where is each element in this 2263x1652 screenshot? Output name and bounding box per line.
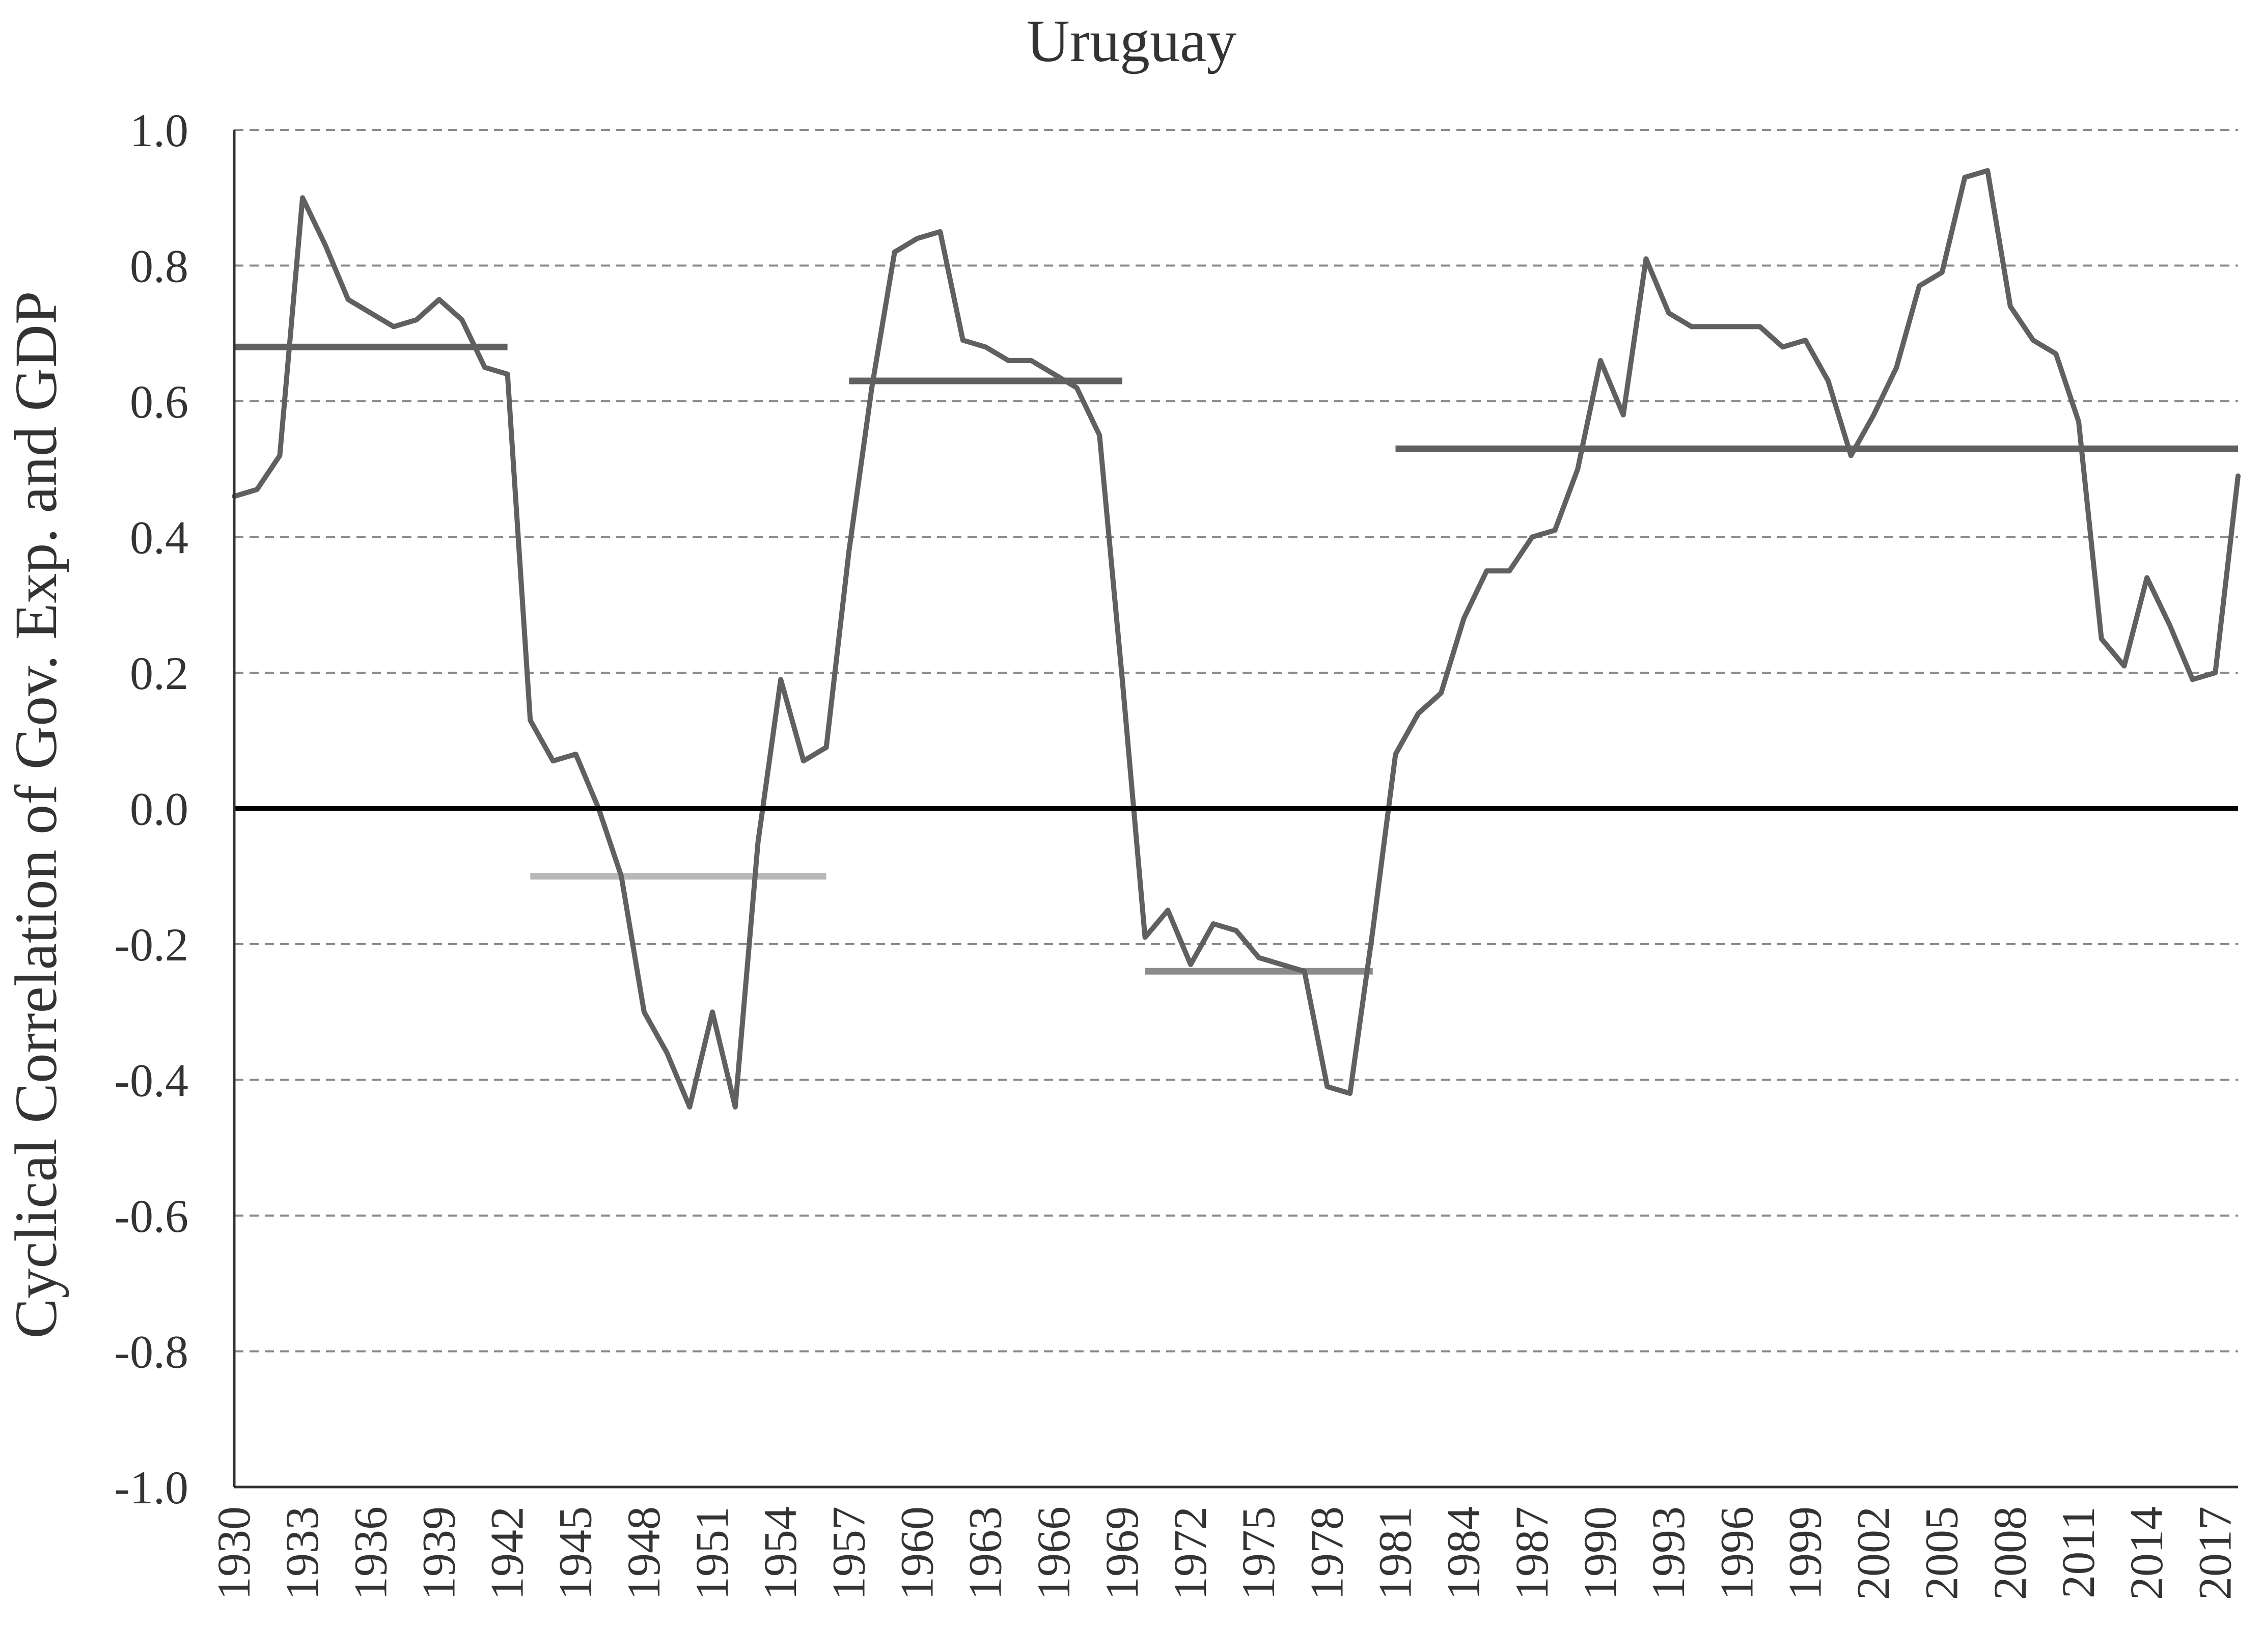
y-tick-labels: 1.0 0.8 0.6 0.4 0.2 0.0 -0.2 -0.4 -0.6 -0.8 -1.0 (114, 104, 188, 1513)
x-tick-label: 1999 (1779, 1506, 1831, 1600)
x-tick-label: 1963 (959, 1506, 1011, 1600)
x-tick-label: 1933 (276, 1506, 328, 1600)
x-tick-label: 1969 (1096, 1506, 1148, 1600)
y-tick-label: 0.2 (130, 647, 188, 699)
x-tick-label: 1939 (412, 1506, 464, 1600)
y-tick-label: 0.8 (130, 240, 188, 292)
y-tick-label: -0.8 (114, 1326, 188, 1378)
x-tick-label: 1993 (1642, 1506, 1694, 1600)
x-tick-label: 2014 (2120, 1506, 2172, 1600)
y-tick-label: -0.2 (114, 919, 188, 971)
y-tick-label: -0.4 (114, 1055, 188, 1107)
period-average-lines (234, 343, 2238, 975)
series-layer (232, 168, 2241, 1110)
x-tick-label: 1978 (1301, 1506, 1353, 1600)
x-tick-label: 1981 (1369, 1506, 1421, 1600)
gridlines (234, 129, 2238, 1353)
x-tick-label: 2017 (2189, 1506, 2241, 1600)
axes (233, 130, 2238, 1489)
x-tick-label: 1984 (1438, 1506, 1489, 1600)
x-tick-label: 2005 (1916, 1506, 1968, 1600)
x-tick-label: 1990 (1574, 1506, 1626, 1600)
x-tick-label: 1957 (822, 1506, 874, 1600)
x-tick-labels: 1930 1933 1936 1939 1942 1945 1948 1951 1954 1957… (208, 1506, 2241, 1600)
y-tick-label: -0.6 (114, 1190, 188, 1242)
y-tick-label: 0.6 (130, 376, 188, 428)
y-tick-label: 1.0 (130, 104, 188, 156)
y-tick-label: 0.4 (130, 512, 188, 564)
x-tick-label: 1930 (208, 1506, 260, 1600)
x-tick-label: 2011 (2052, 1506, 2104, 1599)
x-tick-label: 1972 (1164, 1506, 1216, 1600)
series-line (232, 168, 2241, 1110)
x-tick-label: 1975 (1232, 1506, 1284, 1600)
x-tick-label: 1960 (891, 1506, 943, 1600)
x-tick-label: 1951 (686, 1506, 738, 1600)
x-tick-label: 1936 (344, 1506, 396, 1600)
x-tick-label: 2002 (1847, 1506, 1899, 1600)
y-tick-label: -1.0 (114, 1462, 188, 1513)
x-tick-label: 1987 (1506, 1506, 1558, 1600)
x-tick-label: 1996 (1710, 1506, 1762, 1600)
x-tick-label: 2008 (1984, 1506, 2036, 1600)
y-tick-label: 0.0 (130, 783, 188, 835)
x-tick-label: 1948 (618, 1506, 670, 1600)
chart-title: Uruguay (1027, 8, 1237, 74)
x-tick-label: 1966 (1028, 1506, 1080, 1600)
x-tick-label: 1945 (549, 1506, 601, 1600)
x-tick-label: 1942 (481, 1506, 533, 1600)
y-axis-label: Cyclical Correlation of Gov. Exp. and GD… (3, 291, 69, 1339)
x-tick-label: 1954 (754, 1506, 806, 1600)
